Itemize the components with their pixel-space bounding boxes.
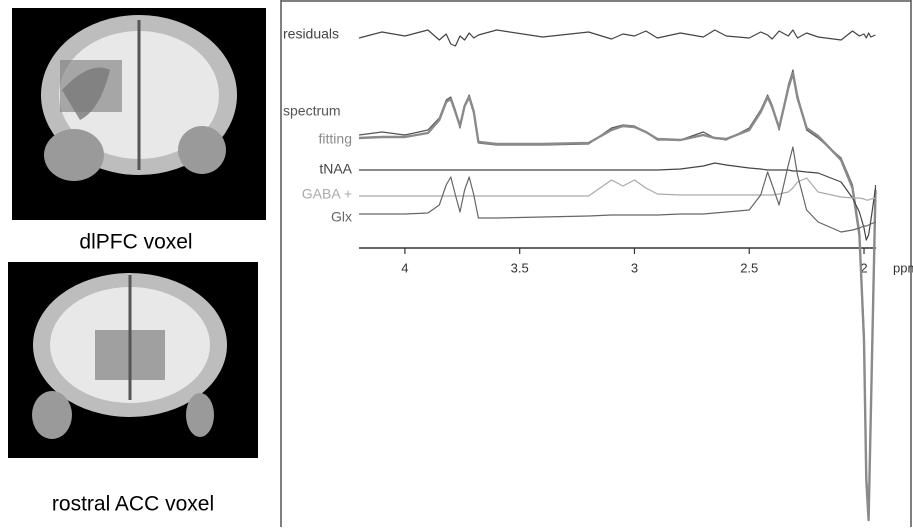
brain-image [12, 8, 266, 220]
caption: rostral ACC voxel [52, 493, 214, 516]
brain-image [8, 262, 258, 458]
x-tick-label: 3 [631, 260, 638, 275]
series-label: Glx [331, 209, 352, 225]
series-label: fitting [319, 131, 352, 147]
series-label: residuals [283, 26, 339, 42]
figure: dlPFC voxel rostral ACC voxel ppm 4 3.5 3 2… [0, 0, 913, 527]
x-tick-label: 4 [401, 260, 408, 275]
x-axis-label: ppm [893, 260, 913, 275]
x-tick-label: 2.5 [740, 260, 758, 275]
series-label: spectrum [283, 103, 341, 119]
x-tick-label: 3.5 [511, 260, 529, 275]
series-label: GABA + [302, 186, 352, 202]
series-label: tNAA [319, 161, 352, 177]
caption: dlPFC voxel [79, 231, 192, 254]
